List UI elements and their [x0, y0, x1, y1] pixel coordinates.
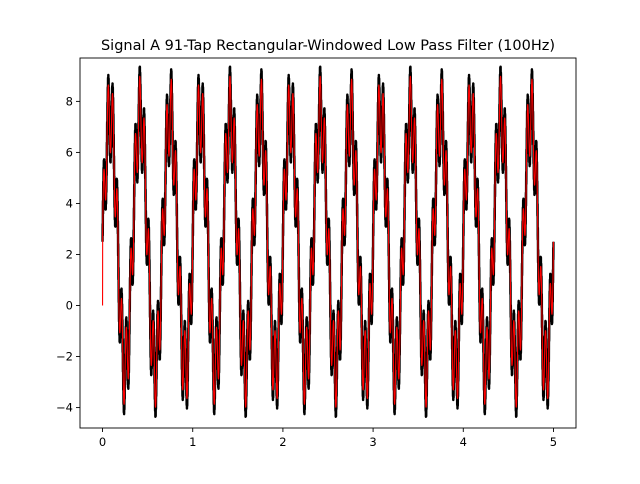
x-tick-label: 4 — [460, 435, 467, 449]
y-tick-label: 0 — [66, 299, 73, 313]
y-tick-label: 8 — [66, 94, 73, 108]
plot-area — [101, 65, 555, 418]
y-tick-label: 4 — [66, 196, 73, 210]
y-tick-label: −2 — [56, 350, 73, 364]
y-tick-label: −4 — [56, 401, 73, 415]
x-tick-label: 2 — [279, 435, 286, 449]
x-tick-label: 3 — [369, 435, 376, 449]
y-tick-label: 6 — [66, 145, 73, 159]
x-tick-label: 5 — [550, 435, 557, 449]
x-tick-label: 1 — [189, 435, 196, 449]
x-tick-label: 0 — [99, 435, 106, 449]
x-axis: 0 1 2 3 4 5 — [99, 428, 557, 449]
y-axis: −4 −2 0 2 4 6 8 — [56, 94, 80, 415]
chart-title: Signal A 91-Tap Rectangular-Windowed Low… — [101, 38, 555, 54]
y-tick-label: 2 — [66, 247, 73, 261]
series-line-filtered-signal — [102, 75, 554, 408]
plot-frame — [79, 57, 577, 429]
